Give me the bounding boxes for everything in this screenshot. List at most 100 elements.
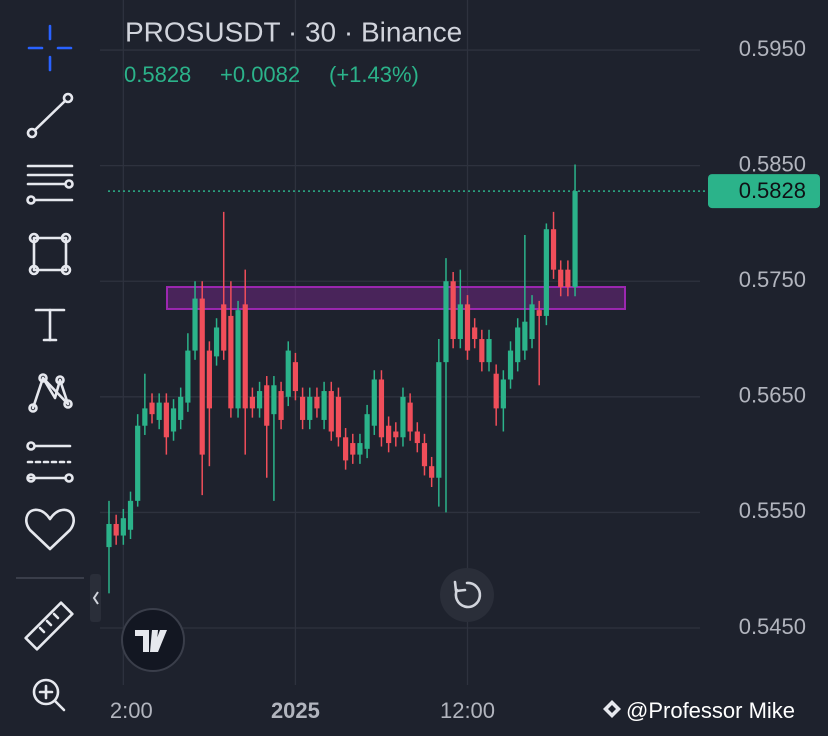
- y-tick-label: 0.5950: [739, 36, 806, 61]
- candle-body: [178, 396, 184, 420]
- candle-body: [285, 350, 291, 397]
- candle-body: [328, 391, 334, 432]
- watermark-text: @Professor Mike: [626, 698, 795, 723]
- candle-body: [522, 321, 528, 351]
- candle-body: [135, 425, 141, 501]
- last-price: 0.5828: [124, 62, 191, 87]
- crosshair-tool[interactable]: [27, 24, 73, 72]
- candle-body: [292, 362, 299, 392]
- candle-body: [536, 310, 542, 316]
- candle-body: [235, 310, 241, 409]
- candle-body: [457, 304, 463, 340]
- candle-body: [256, 391, 263, 409]
- candle-body: [221, 304, 227, 351]
- last-price-tag: [708, 174, 820, 209]
- candle-body: [106, 523, 112, 548]
- trendline-tool[interactable]: [26, 92, 74, 139]
- toolbar: [0, 0, 101, 736]
- candle-body: [393, 431, 399, 438]
- candle-body: [400, 396, 406, 438]
- candle-body: [357, 443, 363, 455]
- x-tick-label: 2025: [271, 698, 320, 723]
- candle-body: [479, 339, 485, 363]
- candle-body: [156, 402, 162, 420]
- favorites-tool[interactable]: [25, 508, 75, 551]
- last-price-tag-label: 0.5828: [739, 178, 806, 203]
- candle-body: [472, 327, 478, 340]
- candle-body: [213, 327, 220, 357]
- candle-body: [364, 414, 370, 449]
- candle-body: [429, 466, 435, 478]
- x-tick-label: 12:00: [440, 698, 495, 723]
- candle-body: [335, 396, 342, 438]
- zoom-tool[interactable]: [32, 678, 66, 712]
- candle-body: [142, 408, 148, 426]
- candle-body: [386, 425, 392, 444]
- candle-body: [572, 191, 578, 288]
- candle-body: [443, 281, 449, 363]
- rectangle-tool[interactable]: [28, 232, 72, 276]
- candle-body: [543, 229, 549, 316]
- y-tick-label: 0.5550: [739, 498, 806, 523]
- candle-body: [307, 396, 313, 420]
- candle-body: [228, 315, 234, 409]
- candle-body: [378, 379, 385, 438]
- price-zone: [166, 286, 626, 310]
- candle-body: [414, 431, 420, 444]
- x-tick-label: 2:00: [110, 698, 153, 723]
- candle-body: [486, 339, 492, 363]
- candle-body: [350, 443, 356, 455]
- candle-body: [264, 385, 270, 426]
- fib-tool[interactable]: [26, 441, 74, 483]
- candle-body: [185, 350, 191, 403]
- candle-body: [271, 385, 277, 415]
- candle-body: [206, 350, 212, 409]
- candle-body: [278, 391, 284, 420]
- candle-body: [421, 443, 428, 467]
- candle-body: [558, 269, 564, 288]
- candle-body: [550, 229, 557, 270]
- candle-body: [450, 281, 456, 340]
- lines-tool[interactable]: [26, 164, 74, 205]
- candle-body: [507, 350, 514, 380]
- candle-body: [407, 402, 413, 432]
- tradingview-logo[interactable]: [121, 608, 185, 672]
- y-tick-label: 0.5750: [739, 267, 806, 292]
- candle-body: [565, 269, 571, 288]
- candle-body: [464, 304, 471, 351]
- candle-body: [515, 327, 521, 363]
- pattern-tool[interactable]: [28, 373, 73, 413]
- symbol-title: PROSUSDT · 30 · Binance: [125, 16, 462, 47]
- candle-body: [371, 379, 377, 426]
- candle-body: [493, 373, 499, 409]
- price-change-pct: (+1.43%): [329, 62, 419, 87]
- price-change: +0.0082: [220, 62, 300, 87]
- candle-body: [127, 500, 134, 530]
- y-tick-label: 0.5650: [739, 383, 806, 408]
- reset-button[interactable]: [440, 568, 494, 622]
- candle-body: [242, 304, 248, 409]
- candle-body: [299, 396, 306, 420]
- candle-body: [199, 298, 205, 455]
- collapse-tab[interactable]: [90, 574, 101, 622]
- watermark: @Professor Mike: [603, 698, 795, 723]
- plot-area: 0.5450 0.5550 0.5650 0.5750 0.5850 0.5950 2:00…: [100, 0, 820, 723]
- candle-body: [343, 437, 349, 461]
- candle-body: [436, 362, 442, 478]
- collapse-arrow: [92, 591, 99, 605]
- candle-body: [170, 408, 177, 432]
- y-tick-label: 0.5850: [739, 151, 806, 176]
- candle-body: [321, 391, 327, 420]
- candle-body: [500, 379, 506, 409]
- candle-body: [120, 518, 126, 536]
- text-tool[interactable]: [34, 308, 66, 342]
- y-tick-label: 0.5450: [739, 614, 806, 639]
- ruler-tool[interactable]: [24, 601, 74, 651]
- candle-body: [113, 523, 119, 536]
- candle-body: [192, 298, 198, 351]
- candle-body: [529, 304, 535, 340]
- candle-body: [314, 396, 320, 409]
